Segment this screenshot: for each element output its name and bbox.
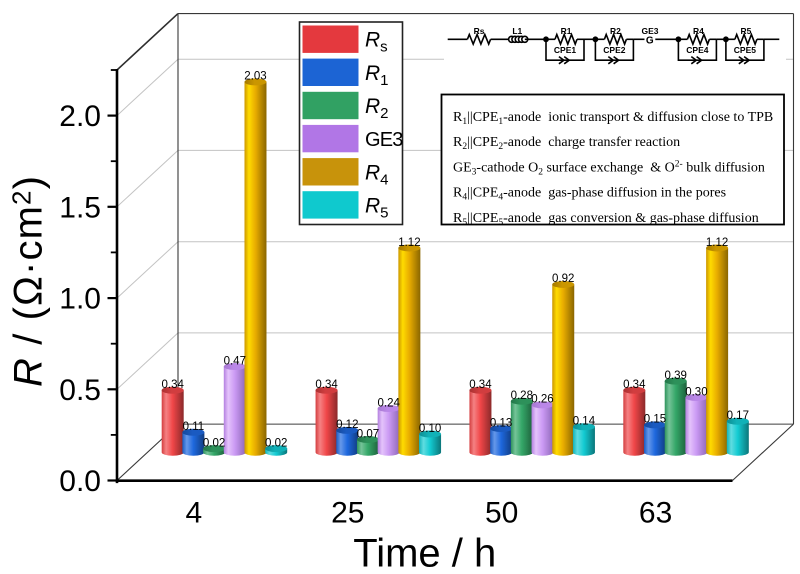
svg-text:50: 50 (485, 497, 518, 530)
svg-text:GE3: GE3 (641, 26, 658, 36)
svg-text:0.26: 0.26 (531, 394, 553, 406)
svg-text:0.15: 0.15 (644, 414, 666, 426)
svg-text:2.03: 2.03 (244, 71, 266, 83)
svg-text:R2: R2 (610, 26, 621, 36)
svg-text:R2​||CPE2​-anode charge trans: R2​||CPE2​-anode charge transfer reactio… (453, 135, 680, 152)
svg-text:0.17: 0.17 (727, 410, 749, 422)
svg-text:4: 4 (186, 497, 203, 530)
svg-text:R1: R1 (365, 62, 389, 89)
svg-text:R1​||CPE1​-anode ionic transp: R1​||CPE1​-anode ionic transport & diffu… (453, 110, 773, 127)
svg-text:0.07: 0.07 (357, 428, 379, 440)
svg-text:R1: R1 (561, 26, 572, 36)
svg-text:R / (Ω·cm2): R / (Ω·cm2) (7, 175, 51, 387)
svg-text:CPE1: CPE1 (554, 45, 576, 55)
svg-text:GE3: GE3 (365, 129, 403, 151)
svg-text:0.92: 0.92 (552, 273, 574, 285)
svg-text:Rs: Rs (474, 26, 485, 36)
svg-text:2.0: 2.0 (59, 100, 101, 133)
svg-text:CPE2: CPE2 (603, 45, 625, 55)
svg-text:0.34: 0.34 (162, 379, 185, 391)
svg-text:0.39: 0.39 (665, 370, 687, 382)
svg-text:0.30: 0.30 (685, 386, 707, 398)
svg-text:0.47: 0.47 (224, 355, 246, 367)
svg-text:G: G (646, 36, 654, 47)
svg-text:25: 25 (331, 497, 364, 530)
svg-text:0.24: 0.24 (378, 397, 401, 409)
svg-text:0.34: 0.34 (315, 379, 338, 391)
svg-text:0.02: 0.02 (265, 438, 287, 450)
svg-text:Rs: Rs (365, 29, 388, 56)
svg-text:GE3​-cathode O2​ surface excha: GE3​-cathode O2​ surface exchange & O2-​… (453, 159, 765, 177)
svg-text:0.28: 0.28 (511, 390, 533, 402)
svg-text:Time / h: Time / h (353, 532, 496, 574)
svg-text:R4: R4 (365, 161, 389, 188)
svg-text:R4​||CPE4​-anode gas-phase di: R4​||CPE4​-anode gas-phase diffusion in … (453, 186, 726, 203)
svg-text:1.12: 1.12 (398, 237, 420, 249)
svg-text:R5​||CPE5​-anode gas conversi: R5​||CPE5​-anode gas conversion & gas-ph… (453, 211, 759, 228)
svg-text:0.10: 0.10 (419, 423, 441, 435)
svg-text:0.14: 0.14 (573, 416, 596, 428)
svg-text:1.0: 1.0 (59, 283, 101, 316)
svg-text:1.12: 1.12 (706, 237, 728, 249)
svg-text:L1: L1 (512, 26, 522, 36)
svg-text:0.5: 0.5 (59, 374, 101, 407)
svg-text:0.11: 0.11 (183, 421, 205, 433)
svg-text:R5: R5 (365, 194, 389, 221)
svg-text:0.02: 0.02 (203, 438, 225, 450)
svg-text:0.34: 0.34 (469, 379, 492, 391)
svg-text:CPE5: CPE5 (734, 45, 756, 55)
svg-text:R2: R2 (365, 95, 389, 122)
svg-text:63: 63 (639, 497, 672, 530)
svg-text:0.12: 0.12 (336, 419, 358, 431)
svg-text:CPE4: CPE4 (686, 45, 708, 55)
svg-text:0.13: 0.13 (490, 417, 512, 429)
svg-text:R5: R5 (740, 26, 751, 36)
svg-text:1.5: 1.5 (59, 191, 101, 224)
svg-text:0.0: 0.0 (59, 465, 101, 498)
svg-text:0.34: 0.34 (623, 379, 646, 391)
svg-text:R4: R4 (693, 26, 704, 36)
